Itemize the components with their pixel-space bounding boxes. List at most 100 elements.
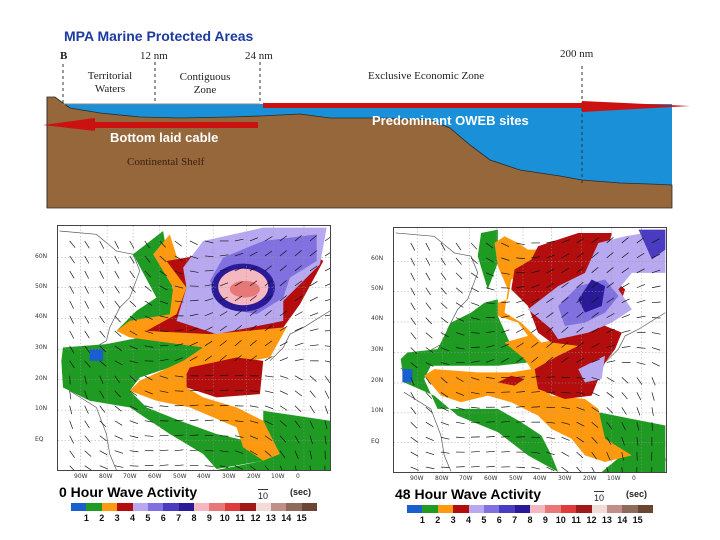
legend-label: 12 bbox=[586, 515, 597, 525]
unit-label: (sec) bbox=[290, 487, 312, 497]
wave-arrow bbox=[651, 301, 661, 304]
mark-12nm: 12 nm bbox=[140, 50, 168, 62]
lat-label: 60N bbox=[35, 253, 48, 260]
wave-arrow bbox=[470, 272, 479, 279]
wave-arrow bbox=[309, 435, 313, 445]
wave-arrow bbox=[174, 375, 184, 378]
legend-swatch bbox=[407, 505, 423, 513]
lon-label: 80W bbox=[435, 475, 449, 482]
wave-arrow bbox=[114, 465, 124, 468]
wave-arrow bbox=[561, 297, 569, 303]
wave-arrow bbox=[501, 329, 510, 333]
lon-label: 40W bbox=[533, 475, 547, 482]
wave-arrow bbox=[546, 436, 556, 440]
wave-arrow bbox=[69, 345, 75, 354]
wave-arrow bbox=[99, 420, 107, 428]
legend-swatch bbox=[530, 505, 546, 513]
wave-arrow bbox=[114, 345, 123, 352]
wave-arrow bbox=[606, 436, 612, 445]
lon-label: 70W bbox=[459, 475, 473, 482]
wave-arrow bbox=[99, 300, 105, 309]
wave-arrow bbox=[99, 465, 108, 470]
wave-arrow bbox=[294, 375, 303, 381]
legend-label: 11 bbox=[571, 515, 581, 525]
wave-arrow bbox=[455, 272, 463, 280]
mark-24nm: 24 nm bbox=[245, 50, 273, 62]
wave-arrow bbox=[425, 242, 431, 251]
wave-arrow bbox=[204, 374, 214, 377]
wave-arrow bbox=[294, 295, 303, 302]
wave-arrow bbox=[651, 332, 661, 335]
wave-arrow bbox=[651, 407, 654, 416]
wave-arrow bbox=[546, 312, 554, 318]
wave-arrow bbox=[174, 449, 184, 452]
wave-arrow bbox=[606, 451, 611, 461]
wave-arrow bbox=[410, 242, 416, 251]
wave-arrow bbox=[606, 282, 614, 289]
wave-arrow bbox=[591, 451, 597, 460]
legend-swatch bbox=[71, 503, 87, 511]
wave-arrow bbox=[234, 355, 242, 362]
page-title: MPA Marine Protected Areas bbox=[64, 28, 254, 44]
wave-arrow bbox=[129, 360, 139, 364]
wave-arrow bbox=[324, 435, 327, 445]
wave-arrow bbox=[440, 362, 450, 366]
wave-arrow bbox=[606, 407, 614, 414]
lat-label: 20N bbox=[35, 375, 48, 382]
wave-arrow bbox=[234, 310, 243, 317]
wave-arrow bbox=[516, 285, 525, 289]
legend-label: 15 bbox=[296, 513, 307, 523]
wave-arrow bbox=[440, 377, 448, 384]
wave-arrow bbox=[501, 343, 510, 348]
wave-arrow bbox=[501, 257, 510, 261]
wave-arrow bbox=[546, 268, 555, 274]
wave-arrow bbox=[621, 377, 629, 384]
wave-arrow bbox=[455, 287, 463, 294]
continental-shelf-label: Continental Shelf bbox=[127, 156, 205, 168]
wave-arrow bbox=[174, 255, 183, 261]
wave-arrow bbox=[69, 270, 75, 279]
wave-arrow bbox=[546, 466, 555, 471]
wave-arrow bbox=[576, 421, 585, 427]
wave-arrow bbox=[636, 422, 640, 431]
wave-arrow bbox=[294, 265, 302, 272]
wave-arrow bbox=[501, 242, 510, 247]
wave-arrow bbox=[455, 317, 464, 322]
wave-arrow bbox=[425, 421, 434, 428]
wave-arrow bbox=[309, 344, 319, 347]
wave-arrow bbox=[144, 285, 152, 292]
wave-arrow bbox=[591, 466, 595, 472]
wave-arrow bbox=[591, 267, 599, 274]
wave-arrow bbox=[410, 466, 419, 471]
wave-arrow bbox=[129, 345, 138, 350]
wave-arrow bbox=[159, 300, 169, 305]
bottom-cable-arrow bbox=[43, 118, 258, 131]
lon-label: 60W bbox=[148, 473, 162, 480]
wave-arrow bbox=[219, 435, 229, 437]
wave-arrow bbox=[129, 405, 138, 410]
wave-arrow bbox=[309, 235, 317, 242]
wave-arrow bbox=[99, 435, 107, 442]
wave-arrow bbox=[309, 420, 314, 429]
wave-arrow bbox=[264, 310, 272, 317]
wave-arrow bbox=[606, 344, 616, 348]
lon-label: 30W bbox=[222, 473, 236, 480]
wave-arrow bbox=[591, 358, 600, 363]
wave-arrow bbox=[470, 287, 479, 293]
legend-label: 4 bbox=[465, 515, 472, 525]
wave-arrow bbox=[440, 317, 449, 324]
wave-arrow bbox=[309, 250, 318, 257]
wave-arrow bbox=[531, 298, 540, 303]
wave-arrow bbox=[455, 392, 465, 396]
unit-label: (sec) bbox=[626, 489, 648, 499]
wave-arrow bbox=[189, 449, 199, 452]
wave-arrow bbox=[264, 236, 273, 242]
wave-arrow bbox=[294, 250, 302, 257]
wave-arrow bbox=[576, 267, 584, 274]
wave-arrow bbox=[410, 407, 417, 415]
wave-arrow bbox=[279, 405, 288, 411]
legend-swatch bbox=[468, 505, 484, 513]
wave-arrow bbox=[501, 272, 510, 275]
wave-arrow bbox=[591, 281, 599, 289]
lat-label: 30N bbox=[35, 344, 48, 351]
